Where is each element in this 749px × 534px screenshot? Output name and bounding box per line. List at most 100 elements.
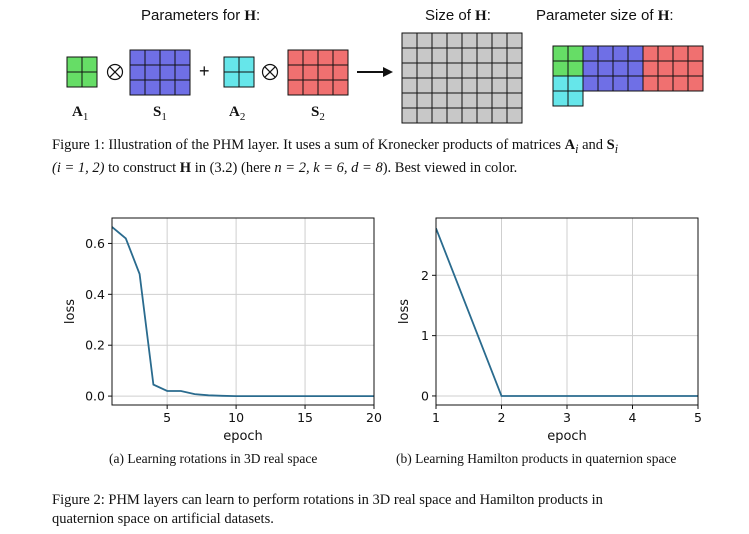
h-size-cell xyxy=(461,32,478,49)
x-axis-label: epoch xyxy=(547,429,587,444)
x-tick-label: 1 xyxy=(432,410,440,425)
h-size-cell xyxy=(446,62,463,79)
matrix-cell xyxy=(287,49,304,66)
matrix-cell xyxy=(302,64,319,81)
matrix-cell xyxy=(287,64,304,81)
h-size-cell xyxy=(506,77,523,94)
matrix-cell xyxy=(238,71,255,88)
matrix-s1 xyxy=(129,49,191,96)
h-param-cell xyxy=(672,45,689,62)
h-param-cell xyxy=(552,90,569,107)
h-param-cell xyxy=(627,75,644,92)
subcaption-b: (b) Learning Hamilton products in quater… xyxy=(396,451,677,466)
label-a1: A1 xyxy=(72,104,89,123)
h-param-cell xyxy=(672,75,689,92)
y-tick-label: 0.4 xyxy=(85,287,105,302)
size-header: Size of H: xyxy=(425,7,491,24)
y-tick-label: 2 xyxy=(421,268,429,283)
h-param-cell xyxy=(687,75,704,92)
h-size-cell xyxy=(476,107,493,124)
matrix-a2 xyxy=(223,56,255,88)
matrix-cell xyxy=(174,79,191,96)
h-param-cell xyxy=(597,75,614,92)
y-tick-label: 0 xyxy=(421,388,429,403)
matrix-cell xyxy=(144,79,161,96)
h-param-cell xyxy=(657,75,674,92)
h-size-cell xyxy=(476,32,493,49)
h-param-cell xyxy=(612,75,629,92)
h-param-cell xyxy=(612,60,629,77)
chart-rotations: 5 10 15 20 0.0 0.2 0.4 0.6 epoch loss xyxy=(63,217,382,444)
h-param-cell xyxy=(687,60,704,77)
matrix-cell xyxy=(317,49,334,66)
h-size-cell xyxy=(461,107,478,124)
h-size-cell xyxy=(491,62,508,79)
figure2-caption: Figure 2: PHM layers can learn to perfor… xyxy=(52,492,603,527)
matrix-cell xyxy=(159,49,176,66)
h-param-cell xyxy=(642,75,659,92)
h-param-cell xyxy=(567,90,584,107)
h-size-cell xyxy=(401,62,418,79)
matrix-cell xyxy=(317,79,334,96)
figure1-caption: Figure 1: Illustration of the PHM layer.… xyxy=(52,137,619,176)
h-size-cell xyxy=(446,92,463,109)
h-param-cell xyxy=(582,60,599,77)
h-size-cell xyxy=(461,47,478,64)
h-size-cell xyxy=(446,32,463,49)
h-size-cell xyxy=(401,77,418,94)
h-size-cell xyxy=(491,47,508,64)
kronecker-operator-1 xyxy=(106,63,124,81)
plus-operator: + xyxy=(199,61,210,81)
loss-line xyxy=(112,226,374,398)
matrix-cell xyxy=(223,71,240,88)
matrix-cell xyxy=(332,79,349,96)
matrix-cell xyxy=(302,79,319,96)
y-tick-label: 0.2 xyxy=(85,338,105,353)
h-size-cell xyxy=(416,77,433,94)
arrow-icon xyxy=(357,67,393,77)
h-param-cell xyxy=(627,60,644,77)
h-param-cell xyxy=(597,45,614,62)
matrix-cell xyxy=(129,49,146,66)
h-size-cell xyxy=(416,62,433,79)
h-size-cell xyxy=(506,62,523,79)
matrix-s2 xyxy=(287,49,349,96)
h-size-cell xyxy=(491,32,508,49)
matrix-h-size xyxy=(401,32,523,124)
matrix-cell xyxy=(332,49,349,66)
h-size-cell xyxy=(431,32,448,49)
h-size-cell xyxy=(476,62,493,79)
h-size-cell xyxy=(401,92,418,109)
matrix-cell xyxy=(223,56,240,73)
h-size-cell xyxy=(446,107,463,124)
matrix-cell xyxy=(317,64,334,81)
matrix-cell xyxy=(302,49,319,66)
matrix-cell xyxy=(129,64,146,81)
parameters-header: Parameters for H: xyxy=(141,7,261,24)
h-size-cell xyxy=(461,77,478,94)
label-a2: A2 xyxy=(229,104,246,123)
h-size-cell xyxy=(476,77,493,94)
x-tick-label: 5 xyxy=(694,410,702,425)
h-size-cell xyxy=(506,47,523,64)
x-tick-label: 3 xyxy=(563,410,571,425)
matrix-cell xyxy=(144,49,161,66)
h-size-cell xyxy=(401,32,418,49)
h-size-cell xyxy=(416,92,433,109)
matrix-cell xyxy=(66,71,83,88)
h-size-cell xyxy=(416,47,433,64)
x-tick-label: 15 xyxy=(297,410,313,425)
h-size-cell xyxy=(491,77,508,94)
y-tick-label: 1 xyxy=(421,328,429,343)
h-size-cell xyxy=(446,77,463,94)
loss-line xyxy=(436,227,698,397)
h-param-cell xyxy=(612,45,629,62)
h-param-cell xyxy=(597,60,614,77)
matrix-a1 xyxy=(66,56,98,88)
h-param-cell xyxy=(657,60,674,77)
h-size-cell xyxy=(431,107,448,124)
plot-frame xyxy=(111,217,375,406)
matrix-h-parameter-size xyxy=(552,45,705,108)
h-param-cell xyxy=(552,75,569,92)
label-s1: S1 xyxy=(153,104,167,123)
